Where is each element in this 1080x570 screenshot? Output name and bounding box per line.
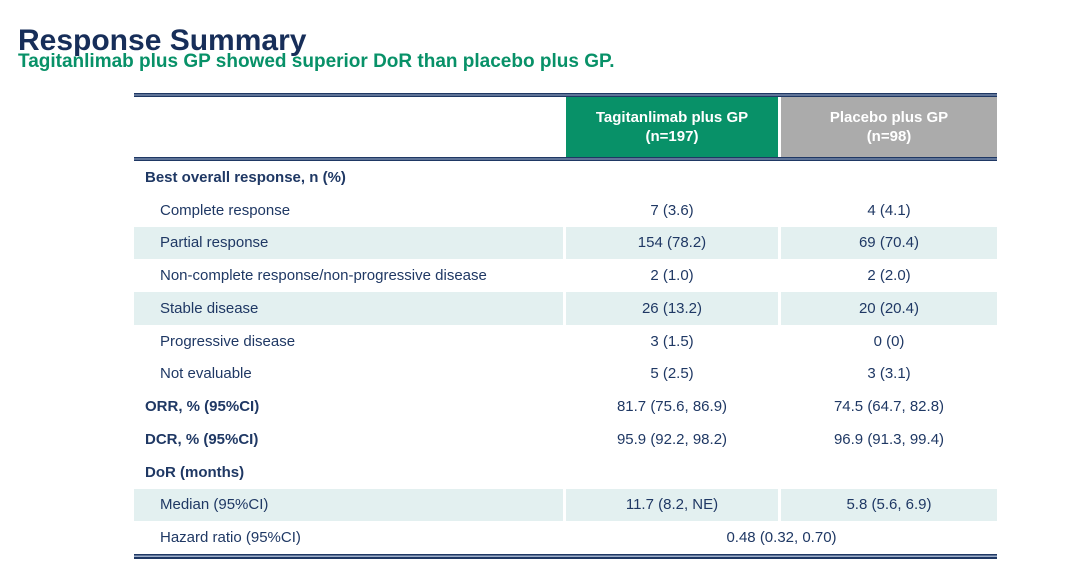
header-tagitanlimab-column: Tagitanlimab plus GP (n=197) (566, 97, 778, 157)
row-value-tagitanlimab: 5 (2.5) (650, 365, 694, 383)
row-label: Stable disease (134, 292, 563, 325)
header-placebo-column: Placebo plus GP (n=98) (781, 97, 997, 157)
row-value-placebo: 2 (2.0) (867, 267, 911, 285)
header-tagitanlimab-line2: (n=197) (645, 128, 699, 145)
table-row-best-overall-response: Best overall response, n (%) (134, 161, 997, 194)
row-label: DCR, % (95%CI) (145, 430, 259, 448)
table-header-row: Tagitanlimab plus GP (n=197) Placebo plu… (134, 97, 997, 157)
table-bottom-rule (134, 554, 997, 559)
row-value-tagitanlimab: 3 (1.5) (650, 332, 694, 350)
table-row-hazard-ratio: Hazard ratio (95%CI) 0.48 (0.32, 0.70) (134, 521, 997, 554)
row-value-merged: 0.48 (0.32, 0.70) (726, 529, 837, 547)
table-row-orr: ORR, % (95%CI) 81.7 (75.6, 86.9) 74.5 (6… (134, 390, 997, 423)
row-value-placebo: 96.9 (91.3, 99.4) (833, 430, 945, 448)
header-tagitanlimab-line1: Tagitanlimab plus GP (595, 109, 749, 126)
row-label: Partial response (134, 226, 563, 260)
row-value-tagitanlimab: 11.7 (8.2, NE) (566, 488, 778, 522)
row-value-placebo (781, 456, 997, 489)
row-label: Median (95%CI) (134, 488, 563, 522)
table-row-non-complete-response: Non-complete response/non-progressive di… (134, 259, 997, 292)
table-row-dcr: DCR, % (95%CI) 95.9 (92.2, 98.2) 96.9 (9… (134, 423, 997, 456)
row-value-placebo: 0 (0) (873, 332, 905, 350)
row-value-placebo: 5.8 (5.6, 6.9) (781, 488, 997, 522)
row-value-placebo (781, 161, 997, 194)
row-label: DoR (months) (145, 463, 245, 481)
row-value-placebo: 69 (70.4) (781, 226, 997, 260)
row-value-tagitanlimab: 154 (78.2) (566, 226, 778, 260)
row-label: Best overall response, n (%) (145, 168, 346, 186)
table-row-complete-response: Complete response 7 (3.6) 4 (4.1) (134, 194, 997, 227)
header-placebo-line2: (n=98) (866, 128, 912, 145)
table-top-rule (134, 93, 997, 97)
row-value-placebo: 4 (4.1) (867, 201, 911, 219)
row-value-placebo: 74.5 (64.7, 82.8) (833, 398, 945, 416)
table-row-progressive-disease: Progressive disease 3 (1.5) 0 (0) (134, 325, 997, 358)
row-label: Not evaluable (160, 365, 252, 383)
table-row-partial-response: Partial response 154 (78.2) 69 (70.4) (134, 226, 997, 260)
page-title: Response Summary (18, 24, 307, 58)
row-value-tagitanlimab: 81.7 (75.6, 86.9) (616, 398, 728, 416)
row-label: Progressive disease (160, 332, 296, 350)
row-label: Non-complete response/non-progressive di… (160, 267, 487, 285)
row-value-tagitanlimab: 26 (13.2) (566, 292, 778, 325)
header-empty-cell (134, 97, 563, 157)
row-value-tagitanlimab: 2 (1.0) (650, 267, 694, 285)
table-row-stable-disease: Stable disease 26 (13.2) 20 (20.4) (134, 292, 997, 325)
row-value-tagitanlimab: 7 (3.6) (650, 201, 694, 219)
row-value-tagitanlimab (566, 161, 778, 194)
row-value-placebo: 3 (3.1) (867, 365, 911, 383)
table-row-dor-months: DoR (months) (134, 456, 997, 489)
page-subtitle: Tagitanlimab plus GP showed superior DoR… (18, 51, 615, 72)
row-value-tagitanlimab (566, 456, 778, 489)
response-summary-table: Tagitanlimab plus GP (n=197) Placebo plu… (134, 93, 997, 559)
row-value-tagitanlimab: 95.9 (92.2, 98.2) (616, 430, 728, 448)
table-header-rule (134, 157, 997, 161)
row-label: Complete response (160, 201, 291, 219)
row-value-placebo: 20 (20.4) (781, 292, 997, 325)
table-row-median-dor: Median (95%CI) 11.7 (8.2, NE) 5.8 (5.6, … (134, 488, 997, 522)
header-placebo-line1: Placebo plus GP (829, 109, 949, 126)
table-row-not-evaluable: Not evaluable 5 (2.5) 3 (3.1) (134, 358, 997, 391)
row-label: ORR, % (95%CI) (145, 398, 260, 416)
row-label: Hazard ratio (95%CI) (160, 529, 301, 547)
